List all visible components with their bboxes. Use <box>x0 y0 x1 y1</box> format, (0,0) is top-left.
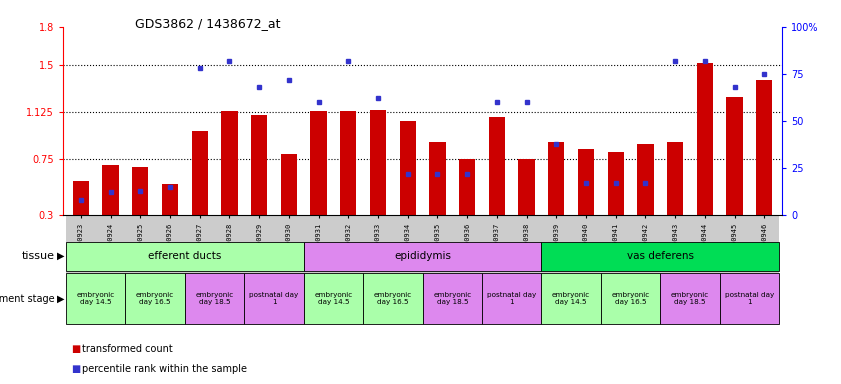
Bar <box>660 215 690 286</box>
Text: embryonic
day 16.5: embryonic day 16.5 <box>611 292 650 305</box>
Bar <box>66 215 96 286</box>
Bar <box>452 215 482 286</box>
Text: ▶: ▶ <box>57 294 65 304</box>
Text: postnatal day
1: postnatal day 1 <box>250 292 299 305</box>
Bar <box>518 159 535 215</box>
Text: ■: ■ <box>71 344 81 354</box>
Text: tissue: tissue <box>22 251 55 261</box>
Bar <box>304 273 363 324</box>
Bar <box>245 273 304 324</box>
Bar <box>600 273 660 324</box>
Text: postnatal day
1: postnatal day 1 <box>725 292 774 305</box>
Bar <box>600 215 631 286</box>
Bar <box>274 215 304 286</box>
Bar <box>156 215 185 286</box>
Bar <box>542 215 571 286</box>
Bar <box>251 115 267 215</box>
Bar <box>399 121 416 215</box>
Bar <box>422 215 452 286</box>
Bar <box>720 273 779 324</box>
Bar <box>482 215 511 286</box>
Bar <box>696 63 713 215</box>
Text: transformed count: transformed count <box>82 344 173 354</box>
Text: embryonic
day 14.5: embryonic day 14.5 <box>552 292 590 305</box>
Bar <box>66 273 125 324</box>
Bar <box>542 242 779 271</box>
Text: development stage: development stage <box>0 294 55 304</box>
Bar <box>340 111 357 215</box>
Bar <box>125 273 185 324</box>
Bar <box>393 215 422 286</box>
Bar <box>192 131 208 215</box>
Bar <box>72 181 89 215</box>
Text: embryonic
day 14.5: embryonic day 14.5 <box>77 292 115 305</box>
Bar <box>631 215 660 286</box>
Bar <box>185 215 214 286</box>
Bar <box>363 273 422 324</box>
Bar <box>578 149 595 215</box>
Bar <box>660 273 720 324</box>
Text: ▶: ▶ <box>57 251 65 261</box>
Bar <box>310 111 327 215</box>
Bar <box>571 215 600 286</box>
Bar <box>214 215 245 286</box>
Bar <box>66 242 304 271</box>
Text: embryonic
day 16.5: embryonic day 16.5 <box>373 292 412 305</box>
Bar <box>281 154 297 215</box>
Text: embryonic
day 18.5: embryonic day 18.5 <box>671 292 709 305</box>
Bar <box>459 159 475 215</box>
Text: embryonic
day 14.5: embryonic day 14.5 <box>315 292 352 305</box>
Bar <box>511 215 542 286</box>
Bar <box>125 215 156 286</box>
Text: percentile rank within the sample: percentile rank within the sample <box>82 364 247 374</box>
Bar <box>548 142 564 215</box>
Bar <box>756 79 773 215</box>
Bar <box>690 215 720 286</box>
Bar <box>96 215 125 286</box>
Text: efferent ducts: efferent ducts <box>148 251 221 262</box>
Text: postnatal day
1: postnatal day 1 <box>487 292 537 305</box>
Text: epididymis: epididymis <box>394 251 451 262</box>
Bar <box>245 215 274 286</box>
Bar <box>370 110 386 215</box>
Bar <box>185 273 245 324</box>
Bar <box>103 165 119 215</box>
Bar <box>607 152 624 215</box>
Text: vas deferens: vas deferens <box>627 251 694 262</box>
Bar <box>334 215 363 286</box>
Bar <box>749 215 779 286</box>
Text: embryonic
day 16.5: embryonic day 16.5 <box>136 292 174 305</box>
Bar <box>422 273 482 324</box>
Text: embryonic
day 18.5: embryonic day 18.5 <box>195 292 234 305</box>
Bar <box>720 215 749 286</box>
Bar <box>637 144 653 215</box>
Bar <box>489 117 505 215</box>
Bar <box>221 111 238 215</box>
Bar <box>161 184 178 215</box>
Text: embryonic
day 18.5: embryonic day 18.5 <box>433 292 472 305</box>
Bar <box>667 142 684 215</box>
Bar <box>482 273 542 324</box>
Bar <box>727 97 743 215</box>
Bar <box>363 215 393 286</box>
Text: GDS3862 / 1438672_at: GDS3862 / 1438672_at <box>135 17 280 30</box>
Bar <box>132 167 149 215</box>
Bar <box>304 215 334 286</box>
Text: ■: ■ <box>71 364 81 374</box>
Bar <box>304 242 542 271</box>
Bar <box>429 142 446 215</box>
Bar <box>542 273 600 324</box>
